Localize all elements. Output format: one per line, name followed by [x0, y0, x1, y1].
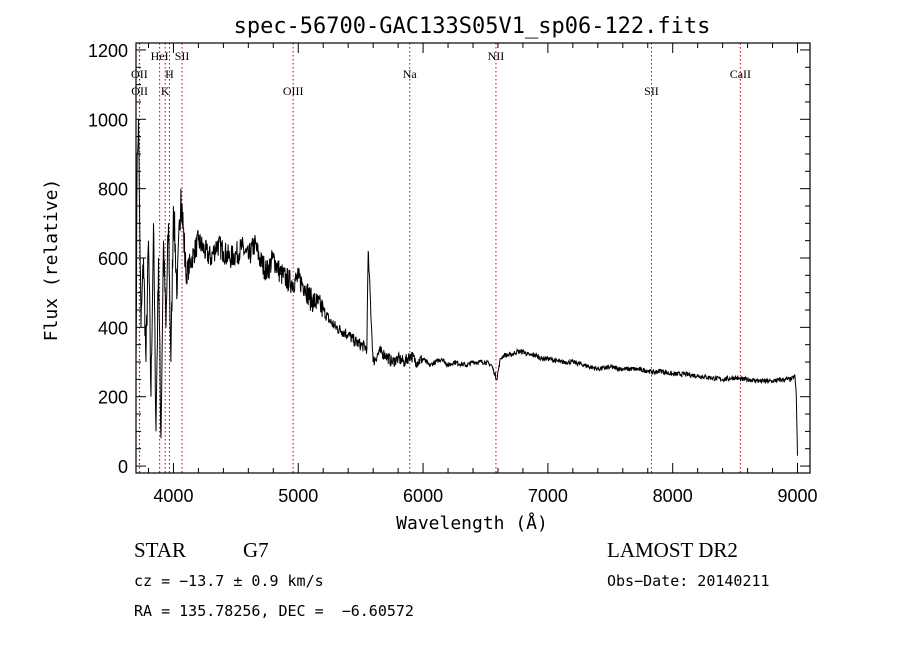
line-label-5: SII	[175, 49, 190, 63]
object-type: STAR	[134, 538, 186, 562]
y-tick-label-2: 400	[98, 318, 128, 338]
x-tick-label-2: 6000	[403, 486, 443, 506]
line-label-0: OII	[131, 67, 148, 81]
line-label-8: NII	[488, 49, 505, 63]
chart-title: spec-56700-GAC133S05V1_sp06-122.fits	[234, 14, 711, 39]
x-tick-label-5: 9000	[777, 486, 817, 506]
x-tick-label-4: 8000	[653, 486, 693, 506]
x-tick-label-3: 7000	[528, 486, 568, 506]
y-tick-label-3: 600	[98, 249, 128, 269]
object-subclass: G7	[243, 538, 269, 562]
x-axis-label: Wavelength (Å)	[396, 512, 548, 534]
spectrum-line	[135, 119, 798, 456]
y-axis-label: Flux (relative)	[41, 179, 62, 342]
y-tick-label-4: 800	[98, 180, 128, 200]
line-label-6: OIII	[283, 84, 304, 98]
line-label-2: HeI	[151, 49, 169, 63]
line-label-3: H	[165, 67, 174, 81]
obs-date: Obs−Date: 20140211	[607, 572, 770, 590]
y-tick-label-0: 0	[118, 457, 128, 477]
line-label-9: SII	[644, 84, 659, 98]
y-tick-label-6: 1200	[88, 41, 128, 61]
y-tick-label-1: 200	[98, 388, 128, 408]
coordinates: RA = 135.78256, DEC = −6.60572	[134, 602, 414, 620]
y-tick-label-5: 1000	[88, 110, 128, 130]
redshift-text: cz = −13.7 ± 0.9 km/s	[134, 572, 324, 590]
survey-name: LAMOST DR2	[607, 538, 738, 562]
line-label-4: K	[161, 84, 170, 98]
x-tick-label-1: 5000	[278, 486, 318, 506]
x-tick-label-0: 4000	[153, 486, 193, 506]
spectrum-series	[135, 119, 798, 456]
line-label-10: CaII	[730, 67, 751, 81]
line-label-1: OII	[131, 84, 148, 98]
axes: 4000 5000 6000 7000 8000 9000 0 200 400 600 800 100…	[88, 41, 818, 506]
line-label-7: Na	[403, 67, 418, 81]
